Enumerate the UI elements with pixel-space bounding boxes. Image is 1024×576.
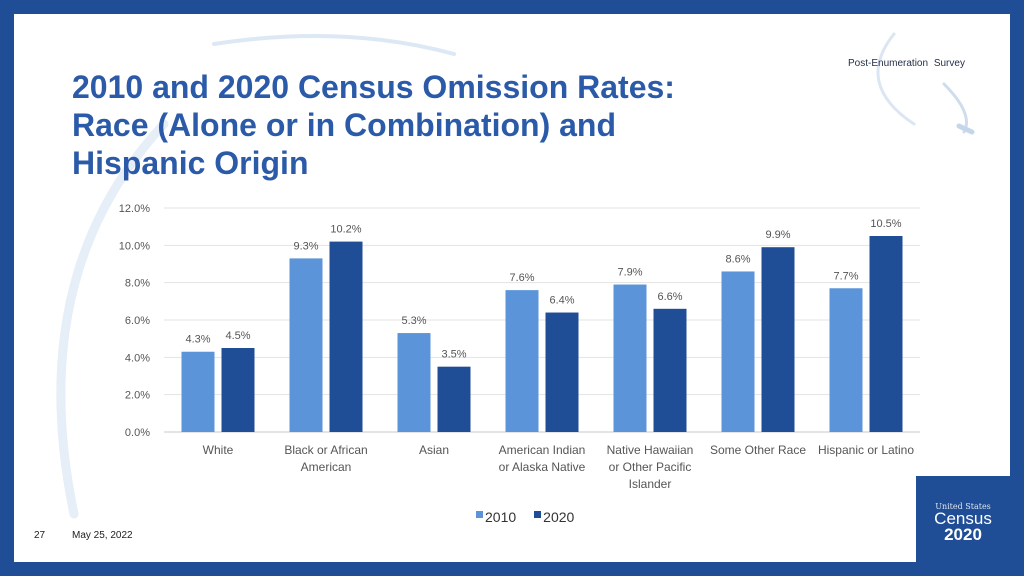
bar-2020-3 [545, 312, 579, 432]
census-logo: United States Census 2020 [916, 476, 1010, 562]
bar-2020-2 [437, 366, 471, 432]
data-label-2020-4: 6.6% [657, 291, 682, 303]
bar-2010-0 [181, 351, 215, 432]
x-tick-label: Black or African [284, 443, 367, 457]
data-label-2010-2: 5.3% [401, 315, 426, 327]
bar-2010-6 [829, 288, 863, 432]
bar-2020-5 [761, 247, 795, 432]
data-label-2020-1: 10.2% [330, 224, 361, 236]
data-label-2010-3: 7.6% [509, 272, 534, 284]
logo-line-3: 2020 [944, 525, 982, 544]
bar-2010-5 [721, 271, 755, 432]
chart-legend: 2010 2020 [476, 509, 592, 525]
x-tick-label: American Indian [499, 443, 586, 457]
page-title: 2010 and 2020 Census Omission Rates: Rac… [72, 68, 812, 182]
bar-2020-1 [329, 241, 363, 432]
legend-label-2010: 2010 [485, 509, 517, 525]
page-number: 27 [34, 530, 46, 541]
bar-2020-0 [221, 348, 255, 432]
footer-date: May 25, 2022 [72, 530, 133, 541]
title-line: 2010 and 2020 Census Omission Rates: [72, 69, 675, 105]
y-tick-label: 2.0% [125, 390, 150, 402]
y-tick-label: 12.0% [119, 203, 150, 215]
x-tick-label: Hispanic or Latino [818, 443, 914, 457]
title-line: Race (Alone or in Combination) and [72, 107, 617, 143]
decorative-arcs [56, 32, 975, 519]
y-tick-label: 8.0% [125, 278, 150, 290]
data-label-2020-3: 6.4% [549, 295, 574, 307]
x-tick-label: or Other Pacific [609, 460, 692, 474]
bar-2020-6 [869, 236, 903, 432]
title-line: Hispanic Origin [72, 145, 309, 181]
legend-item-2020: 2020 [534, 509, 574, 525]
data-label-2020-5: 9.9% [765, 229, 790, 241]
y-tick-label: 4.0% [125, 352, 150, 364]
y-tick-label: 6.0% [125, 315, 150, 327]
x-tick-label: or Alaska Native [499, 460, 586, 474]
bar-2020-4 [653, 308, 687, 432]
bar-chart: 0.0% 2.0% 4.0% 6.0% 8.0% 10.0% 12.0% 4.3% 4.5% Wh… [119, 203, 920, 491]
x-tick-label: American [301, 460, 352, 474]
data-label-2020-2: 3.5% [441, 349, 466, 361]
x-tick-label: Native Hawaiian [607, 443, 694, 457]
bar-2010-1 [289, 258, 323, 432]
data-label-2010-0: 4.3% [185, 334, 210, 346]
legend-label-2020: 2020 [543, 509, 575, 525]
x-tick-label: White [203, 443, 234, 457]
logo-line-2: Census [934, 509, 992, 528]
data-label-2010-5: 8.6% [725, 253, 750, 265]
bar-2010-2 [397, 333, 431, 432]
data-label-2020-0: 4.5% [225, 330, 250, 342]
data-label-2010-6: 7.7% [833, 270, 858, 282]
y-tick-label: 10.0% [119, 240, 150, 252]
x-tick-label: Islander [629, 477, 672, 491]
data-label-2010-4: 7.9% [617, 267, 642, 279]
legend-swatch-2020 [534, 511, 542, 518]
survey-label: Post-Enumeration Survey [848, 58, 965, 69]
legend-swatch-2010 [476, 511, 483, 518]
x-tick-label: Some Other Race [710, 443, 806, 457]
logo-line-1: United States [935, 502, 991, 511]
x-tick-label: Asian [419, 443, 449, 457]
data-label-2020-6: 10.5% [870, 218, 901, 230]
y-tick-label: 0.0% [125, 427, 150, 439]
legend-item-2010: 2010 [476, 509, 516, 525]
bar-2010-3 [505, 290, 539, 432]
bar-2010-4 [613, 284, 647, 432]
slide: Post-Enumeration Survey 2010 and 2020 Ce… [14, 14, 1010, 562]
data-label-2010-1: 9.3% [293, 240, 318, 252]
